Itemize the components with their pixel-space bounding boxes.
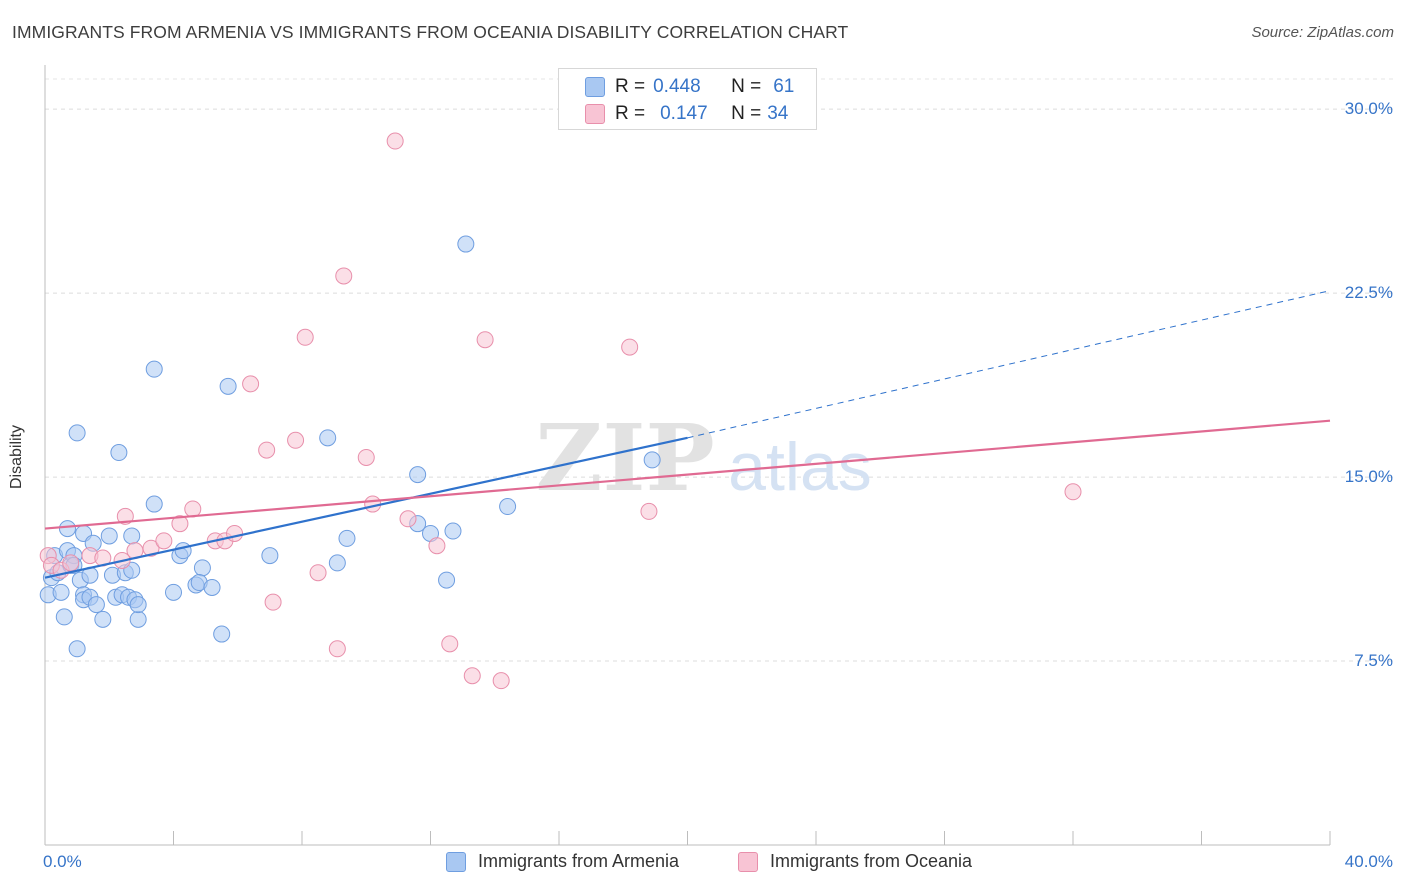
legend-label-armenia: Immigrants from Armenia (478, 851, 680, 871)
data-point-armenia (328, 554, 346, 572)
data-point-armenia (338, 529, 356, 547)
y-tick-label: 15.0% (1344, 467, 1393, 487)
data-point-oceania (476, 331, 494, 349)
data-point-armenia (110, 444, 128, 462)
watermark-zip: ZIP (535, 404, 714, 512)
legend-n-label: N = (731, 103, 762, 124)
axes (44, 65, 1331, 846)
data-point-oceania (399, 510, 417, 528)
data-point-oceania (621, 338, 639, 356)
data-point-armenia (219, 377, 237, 395)
x-tick-label-max: 40.0% (1344, 852, 1393, 871)
data-point-oceania (62, 554, 80, 572)
trend-line-armenia (44, 436, 688, 579)
data-point-oceania (463, 667, 481, 685)
y-tick-label: 7.5% (1354, 651, 1393, 671)
data-point-oceania (328, 640, 346, 658)
data-point-armenia (55, 608, 73, 626)
data-point-oceania (258, 441, 276, 459)
legend-label-oceania: Immigrants from Oceania (770, 851, 973, 871)
data-point-armenia (129, 596, 147, 614)
data-point-armenia (52, 583, 70, 601)
trend-lines (44, 290, 1331, 579)
legend-row-armenia: R = 0.448 N = 61 (585, 74, 794, 100)
legend-r-value: 0.448 (653, 76, 701, 97)
data-point-oceania (184, 500, 202, 518)
data-point-armenia (100, 527, 118, 545)
data-point-armenia (193, 559, 211, 577)
data-point-oceania (357, 448, 375, 466)
data-point-armenia (165, 583, 182, 601)
legend-item-armenia: Immigrants from Armenia (446, 851, 679, 872)
x-tick-label-min: 0.0% (43, 852, 82, 871)
legend-n-label: N = (731, 76, 762, 97)
data-point-oceania (226, 524, 244, 542)
legend-n-value: 61 (773, 76, 795, 97)
watermark-atlas: atlas (728, 429, 872, 505)
data-point-armenia (203, 578, 221, 596)
trend-line-oceania (44, 419, 1331, 530)
data-point-armenia (58, 520, 76, 538)
data-point-armenia (444, 522, 462, 540)
trend-line-armenia-extension (687, 290, 1331, 439)
data-point-armenia (499, 498, 517, 516)
data-point-armenia (68, 640, 86, 658)
data-point-armenia (319, 429, 337, 447)
data-point-oceania (428, 537, 446, 555)
data-point-oceania (296, 328, 314, 346)
data-point-armenia (87, 596, 105, 614)
legend-swatch-oceania (738, 851, 758, 872)
data-points (39, 132, 1082, 690)
y-tick-label: 22.5% (1344, 283, 1393, 303)
legend-r-label: R = (615, 76, 646, 97)
grid-lines (45, 78, 1394, 662)
data-point-oceania (441, 635, 459, 653)
watermark: ZIP atlas (535, 404, 872, 512)
source-label: Source: ZipAtlas.com (1251, 24, 1394, 41)
legend-row-oceania: R = 0.147 N = 34 (585, 101, 788, 127)
chart-title: IMMIGRANTS FROM ARMENIA VS IMMIGRANTS FR… (12, 22, 849, 42)
data-point-armenia (145, 495, 163, 513)
data-point-armenia (174, 542, 192, 560)
data-point-oceania (640, 502, 658, 520)
data-point-armenia (94, 610, 112, 628)
legend-item-oceania: Immigrants from Oceania (738, 851, 972, 872)
data-point-armenia (123, 527, 141, 545)
data-point-oceania (116, 507, 134, 525)
data-point-oceania (264, 593, 282, 611)
data-point-oceania (171, 515, 189, 533)
legend-swatch-armenia (446, 851, 466, 872)
data-point-oceania (309, 564, 327, 582)
data-point-oceania (142, 539, 160, 557)
data-point-armenia (409, 466, 427, 484)
data-point-oceania (492, 672, 510, 690)
legend-r-label: R = (615, 103, 646, 124)
data-point-oceania (335, 267, 353, 285)
legend-swatch-armenia (585, 77, 605, 97)
data-point-armenia (145, 360, 163, 378)
data-point-oceania (1064, 483, 1082, 501)
data-point-oceania (287, 431, 305, 449)
correlation-legend: R = 0.448 N = 61 R = 0.147 N = 34 (558, 68, 817, 130)
data-point-armenia (68, 424, 86, 442)
data-point-oceania (386, 132, 404, 150)
y-tick-label: 30.0% (1344, 99, 1393, 119)
data-point-armenia (213, 625, 231, 643)
data-point-armenia (261, 547, 279, 565)
data-point-armenia (129, 610, 147, 628)
data-point-oceania (155, 532, 173, 550)
data-point-oceania (242, 375, 260, 393)
data-point-armenia (438, 571, 456, 589)
data-point-armenia (643, 451, 661, 469)
legend-r-value: 0.147 (660, 103, 708, 124)
legend-n-value: 34 (767, 103, 789, 124)
data-point-armenia (457, 235, 475, 253)
legend-swatch-oceania (585, 104, 605, 124)
